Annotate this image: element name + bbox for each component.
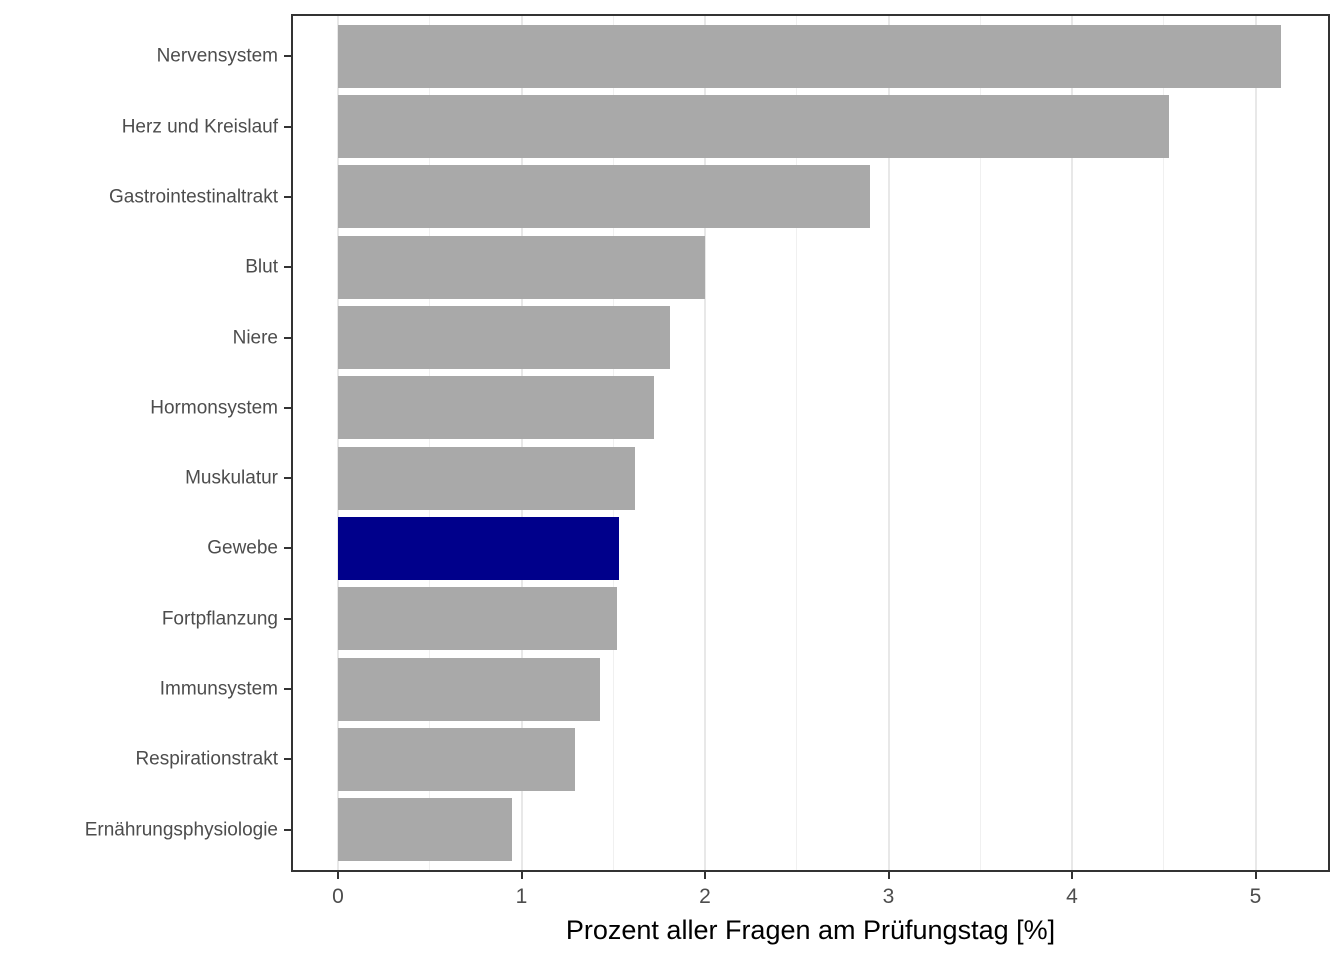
y-axis-label: Muskulatur: [185, 467, 278, 489]
y-axis-tick: [284, 828, 291, 831]
bar-respirationstrakt: [338, 727, 575, 792]
x-axis-tick: [1071, 872, 1073, 879]
gridline-major: [337, 16, 339, 870]
y-axis-tick: [284, 55, 291, 58]
y-axis-tick: [284, 406, 291, 409]
x-axis-tick-label: 3: [882, 885, 895, 908]
y-axis-label: Gastrointestinaltrakt: [109, 186, 278, 208]
y-axis-label: Fortpflanzung: [161, 608, 278, 630]
y-axis-tick: [284, 266, 291, 269]
y-axis-label: Blut: [245, 256, 278, 278]
y-axis-tick: [284, 688, 291, 691]
gridline-major: [520, 16, 523, 870]
y-axis-tick: [284, 617, 291, 620]
x-axis-tick-label: 1: [515, 885, 528, 908]
gridline-minor: [612, 16, 614, 870]
y-axis-label: Respirationstrakt: [135, 748, 278, 770]
x-axis-tick: [704, 872, 706, 879]
bar-immunsystem: [338, 657, 601, 721]
x-axis-tick-label: 4: [1066, 885, 1078, 908]
x-axis-tick: [337, 872, 339, 879]
y-axis-tick: [284, 758, 291, 761]
y-axis-label: Niere: [232, 327, 278, 348]
y-axis-tick: [284, 195, 291, 198]
x-axis-tick: [520, 872, 523, 879]
bar-herz-und-kreislauf: [338, 94, 1170, 159]
gridline-minor: [979, 16, 981, 870]
gridline-major: [1071, 16, 1073, 870]
bar-muskulatur: [338, 446, 636, 510]
gridline-major: [704, 16, 706, 870]
x-axis-tick: [887, 872, 890, 879]
x-axis-tick-label: 5: [1249, 885, 1262, 908]
x-axis-title: Prozent aller Fragen am Prüfungstag [%]: [565, 915, 1056, 945]
bar-gastrointestinaltrakt: [338, 165, 871, 229]
gridline-minor: [796, 16, 798, 870]
plot-panel: [291, 14, 1330, 872]
y-axis-label: Hormonsystem: [150, 397, 278, 419]
y-axis-tick: [284, 125, 291, 128]
gridline-major: [887, 16, 890, 870]
x-axis-tick-label: 2: [699, 885, 711, 908]
gridline-minor: [429, 16, 431, 870]
y-axis-tick: [284, 477, 291, 480]
bar-gewebe: [338, 516, 619, 581]
bar-blut: [338, 235, 705, 299]
bar-hormonsystem: [338, 376, 654, 440]
bar-nervensystem: [338, 24, 1282, 88]
y-axis-label: Gewebe: [207, 537, 278, 559]
bar-niere: [338, 305, 671, 370]
gridline-major: [1254, 16, 1257, 870]
x-axis-tick: [1254, 872, 1257, 879]
gridline-minor: [1163, 16, 1165, 870]
y-axis-tick: [284, 547, 291, 550]
y-axis-tick: [284, 336, 291, 339]
bar-ern-hrungsphysiologie: [338, 798, 513, 862]
y-axis-label: Herz und Kreislauf: [121, 116, 278, 138]
bar-fortpflanzung: [338, 587, 617, 651]
y-axis-label: Ernährungsphysiologie: [84, 819, 278, 841]
x-axis-tick-label: 0: [332, 885, 344, 908]
y-axis-label: Nervensystem: [156, 45, 278, 67]
y-axis-label: Immunsystem: [159, 678, 278, 700]
